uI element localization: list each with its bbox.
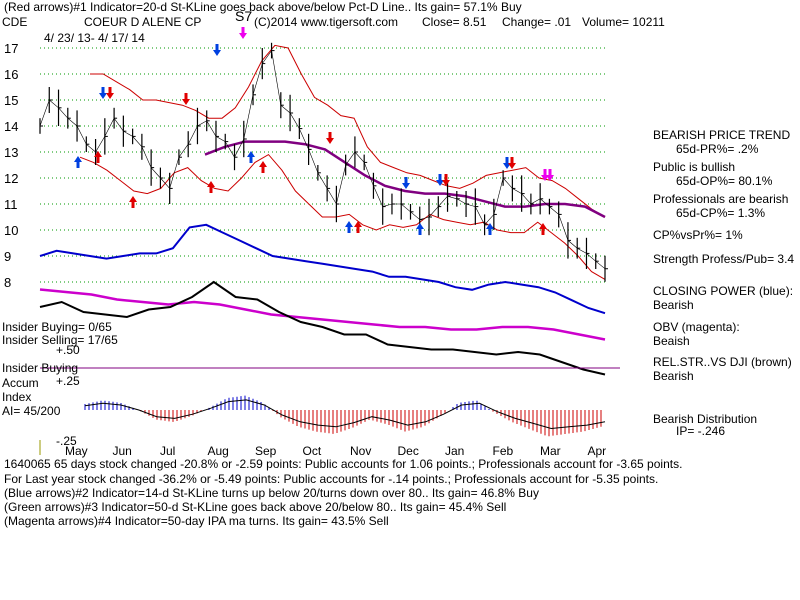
y-tick-label: 17 (4, 41, 18, 56)
y-tick-label: 9 (4, 249, 11, 264)
obv-status: Beaish (653, 334, 690, 348)
obv-line (39, 288, 606, 341)
index-label: Index (2, 390, 32, 404)
date-range: 4/ 23/ 13- 4/ 17/ 14 (44, 31, 145, 45)
ticker: CDE (2, 15, 28, 29)
cp-value: 65d-CP%= 1.3% (676, 206, 766, 220)
footer-lastyear: For Last year stock changed -36.2% or -5… (4, 472, 659, 486)
magenta-down-arrow-icon (546, 169, 554, 181)
blue-down-arrow-icon (503, 157, 511, 169)
closing-power-label: CLOSING POWER (blue): (653, 284, 794, 298)
upper-band-line (90, 44, 606, 218)
red-up-arrow-icon (94, 151, 102, 163)
blue-up-arrow-icon (416, 223, 424, 235)
change-value: Change= .01 (502, 15, 572, 29)
blue-up-arrow-icon (74, 156, 82, 168)
x-tick-label: Jan (445, 444, 464, 458)
x-tick-label: Nov (350, 444, 371, 458)
blue-down-arrow-icon (99, 87, 107, 99)
x-tick-label: Dec (398, 444, 419, 458)
obv-label: OBV (magenta): (653, 320, 740, 334)
volume-value: Volume= 10211 (582, 15, 665, 29)
blue-up-arrow-icon (345, 221, 353, 233)
x-tick-label: Sep (255, 444, 277, 458)
lower-band-line (79, 153, 606, 280)
footer-blue-arrows: (Blue arrows)#2 Indicator=14-d St-KLine … (4, 486, 539, 500)
ip-value: IP= -.246 (676, 424, 726, 438)
x-tick-label: Jun (113, 444, 132, 458)
insider-selling-count: Insider Selling= 17/65 (2, 333, 118, 347)
minus25-label: -.25 (56, 434, 77, 448)
red-up-arrow-icon (129, 196, 137, 208)
footer-green-arrows: (Green arrows)#3 Indicator=50-d St-KLine… (4, 500, 507, 514)
x-tick-label: Apr (588, 444, 607, 458)
footer-magenta-arrows: (Magenta arrows)#4 Indicator=50-day IPA … (4, 514, 389, 528)
x-tick-label: May (65, 444, 88, 458)
x-tick-label: Oct (303, 444, 322, 458)
insider-buying-label: Insider Buying (2, 361, 79, 375)
blue-down-arrow-icon (402, 177, 410, 189)
rel-strength-line (39, 280, 606, 376)
y-tick-label: 11 (4, 197, 18, 212)
pr-value: 65d-PR%= .2% (676, 142, 759, 156)
ma50-line (204, 140, 606, 219)
red-up-arrow-icon (539, 223, 547, 235)
x-tick-label: Aug (208, 444, 229, 458)
blue-up-arrow-icon (247, 151, 255, 163)
blue-down-arrow-icon (436, 174, 444, 186)
red-up-arrow-icon (207, 181, 215, 193)
accum-ma-line (84, 399, 606, 430)
red-down-arrow-icon (442, 174, 450, 186)
relstr-status: Bearish (653, 369, 694, 383)
relstr-label: REL.STR..VS DJI (brown) (653, 355, 792, 369)
x-tick-label: Jul (160, 444, 175, 458)
trend-title: BEARISH PRICE TREND (653, 128, 791, 142)
y-tick-label: 15 (4, 93, 18, 108)
y-tick-label: 13 (4, 145, 18, 160)
plus50-label: +.50 (56, 343, 80, 357)
closing-power-line (39, 223, 606, 315)
copyright: (C)2014 www.tigersoft.com (254, 15, 399, 29)
blue-up-arrow-icon (486, 223, 494, 235)
x-tick-label: Mar (540, 444, 561, 458)
magenta-down-arrow-icon (541, 169, 549, 181)
ai-value: AI= 45/200 (2, 404, 61, 418)
magenta-down-arrow-icon (239, 27, 247, 39)
x-tick-label: Feb (493, 444, 514, 458)
header-indicator-line: (Red arrows)#1 Indicator=20-d St-KLine g… (4, 0, 522, 14)
strength-value: Strength Profess/Pub= 3.4 (653, 252, 795, 266)
s7-label: S7 (235, 8, 253, 24)
blue-down-arrow-icon (213, 44, 221, 56)
price-line (39, 49, 606, 269)
close-value: Close= 8.51 (422, 15, 487, 29)
public-title: Public is bullish (653, 160, 736, 174)
red-down-arrow-icon (182, 93, 190, 105)
footer-65day: 1640065 65 days stock changed -20.8% or … (4, 457, 683, 471)
accum-label: Accum (2, 376, 39, 390)
cpvspr-value: CP%vsPr%= 1% (653, 228, 743, 242)
red-up-arrow-icon (354, 221, 362, 233)
red-up-arrow-icon (259, 161, 267, 173)
prof-title: Professionals are bearish (653, 192, 789, 206)
closing-power-status: Bearish (653, 298, 694, 312)
op-value: 65d-OP%= 80.1% (676, 174, 773, 188)
plus25-label: +.25 (56, 374, 80, 388)
red-down-arrow-icon (508, 157, 516, 169)
company-name: COEUR D ALENE CP (84, 15, 202, 29)
insider-buying-count: Insider Buying= 0/65 (2, 320, 112, 334)
y-tick-label: 12 (4, 171, 18, 186)
red-down-arrow-icon (326, 132, 334, 144)
distribution-label: Bearish Distribution (653, 412, 758, 426)
red-down-arrow-icon (106, 87, 114, 99)
y-tick-label: 14 (4, 119, 18, 134)
y-tick-label: 8 (4, 275, 11, 290)
y-tick-label: 10 (4, 223, 18, 238)
y-tick-label: 16 (4, 67, 18, 82)
